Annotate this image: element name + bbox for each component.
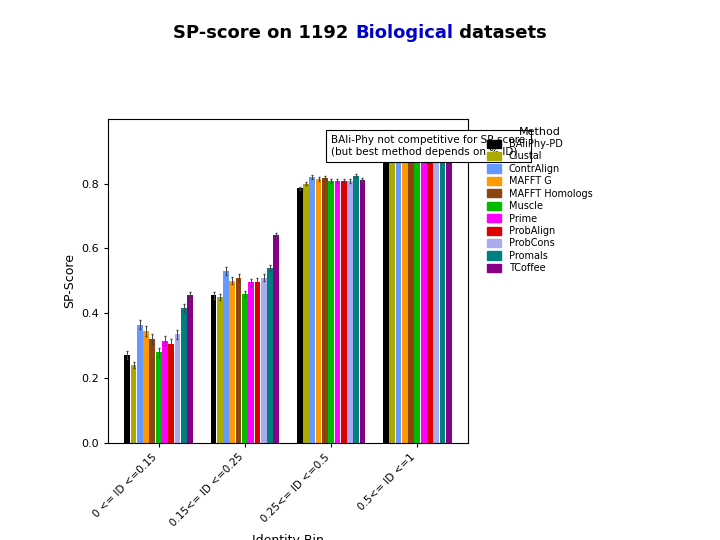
Bar [235, 278, 241, 443]
Bar [315, 179, 321, 443]
Bar [297, 188, 302, 443]
Bar [150, 339, 156, 443]
Bar [420, 141, 426, 443]
Bar [162, 341, 168, 443]
Bar [130, 365, 136, 443]
Legend: BAliPhy-PD, Clustal, ContrAlign, MAFFT G, MAFFT Homologs, Muscle, Prime, ProbAli: BAliPhy-PD, Clustal, ContrAlign, MAFFT G… [484, 124, 595, 276]
Bar [187, 295, 193, 443]
Bar [181, 308, 186, 443]
Text: SP-score on 1192: SP-score on 1192 [174, 24, 355, 42]
Bar [261, 278, 266, 443]
Bar [174, 334, 180, 443]
X-axis label: Identity Bin: Identity Bin [252, 534, 324, 540]
Bar [248, 282, 254, 443]
Bar [347, 181, 353, 443]
Bar [230, 281, 235, 443]
Bar [427, 140, 433, 443]
Bar [390, 141, 395, 443]
Bar [359, 180, 365, 443]
Bar [328, 181, 334, 443]
Bar [433, 141, 439, 443]
Bar [402, 139, 408, 443]
Bar [354, 176, 359, 443]
Bar [446, 143, 451, 443]
Bar [310, 177, 315, 443]
Text: Biological: Biological [355, 24, 453, 42]
Bar [168, 344, 174, 443]
Bar [211, 295, 217, 443]
Bar [396, 138, 402, 443]
Bar [408, 140, 414, 443]
Bar [335, 181, 341, 443]
Y-axis label: SP-Score: SP-Score [63, 253, 76, 308]
Bar [303, 184, 309, 443]
Bar [217, 297, 222, 443]
Bar [322, 178, 328, 443]
Bar [223, 271, 229, 443]
Text: BAli-Phy not competitive for SP-score
(but best method depends on % ID): BAli-Phy not competitive for SP-score (b… [331, 135, 526, 157]
Bar [255, 282, 261, 443]
Bar [143, 331, 149, 443]
Text: datasets: datasets [453, 24, 546, 42]
Bar [341, 181, 346, 443]
Bar [242, 294, 248, 443]
Bar [137, 325, 143, 443]
Bar [274, 235, 279, 443]
Bar [415, 140, 420, 443]
Bar [156, 352, 161, 443]
Bar [125, 355, 130, 443]
Bar [267, 268, 273, 443]
Bar [440, 140, 446, 443]
Bar [383, 151, 389, 443]
